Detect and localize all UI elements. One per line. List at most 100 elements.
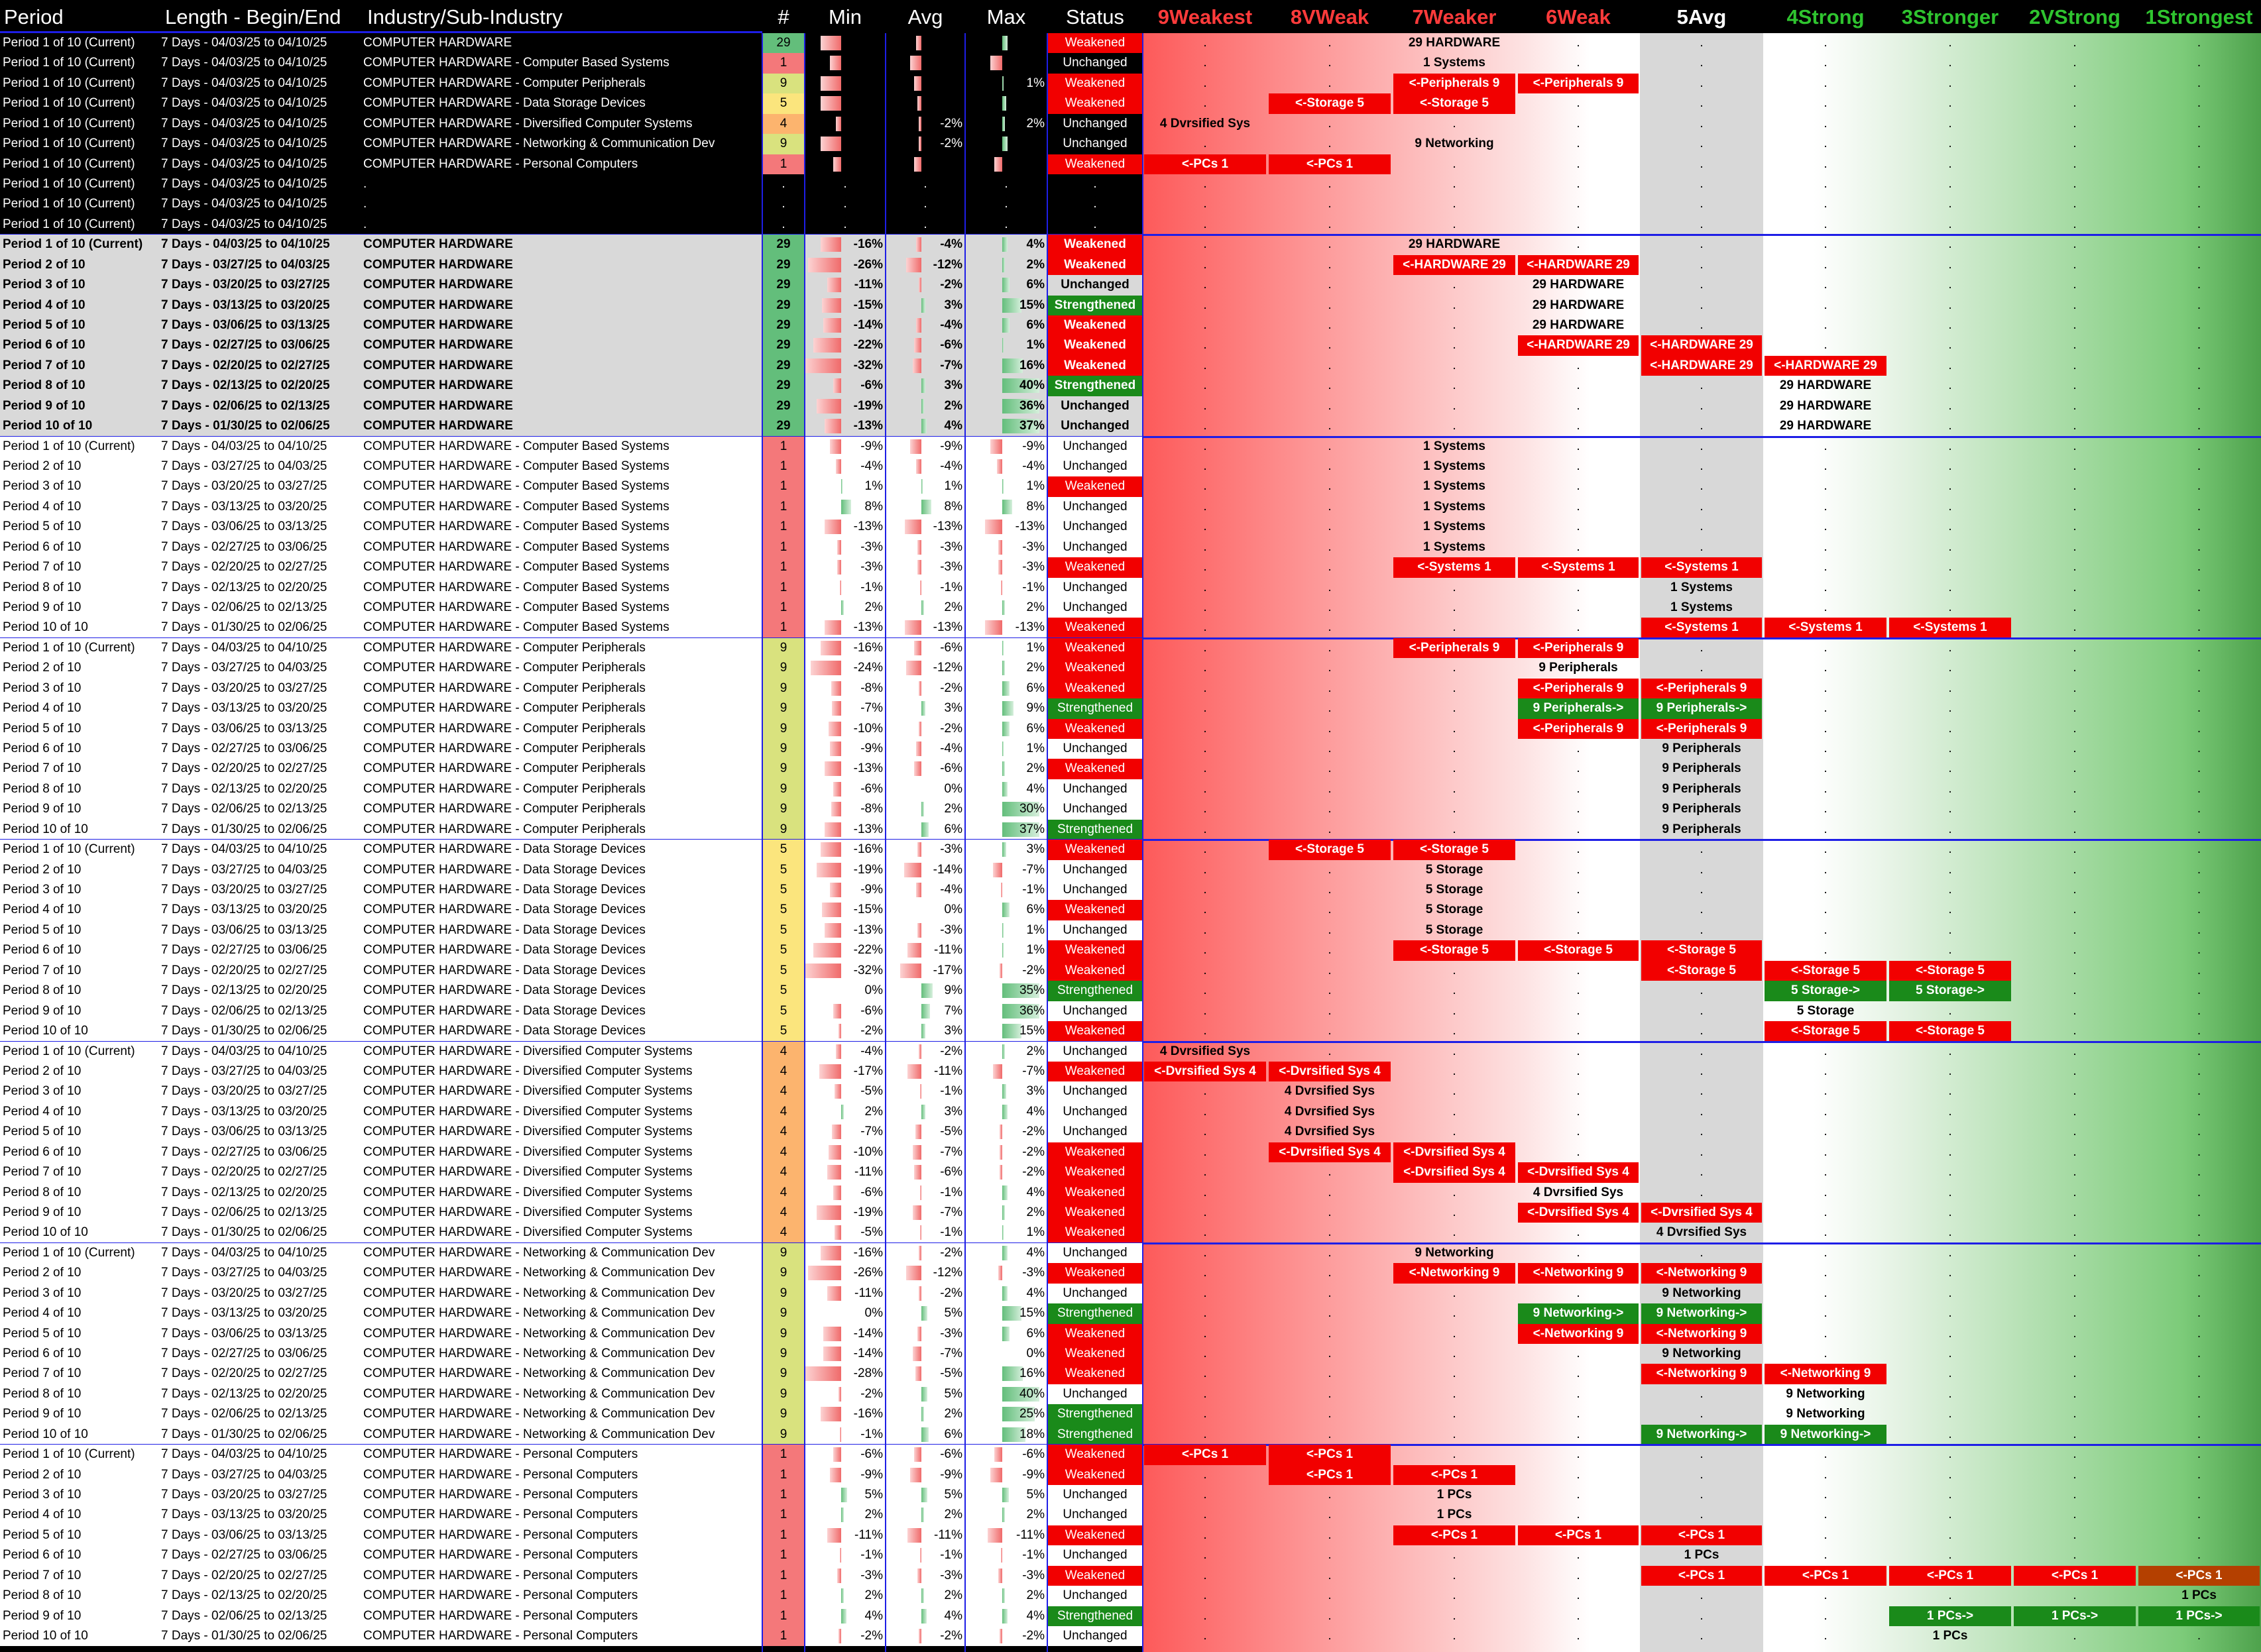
strength-cell-5avg[interactable]: <-Peripherals 9 — [1641, 678, 1762, 699]
max-value[interactable]: 4% — [1026, 1245, 1045, 1260]
max-value[interactable]: 2% — [1026, 1588, 1045, 1603]
strength-cell-7weaker[interactable]: <-Peripherals 9 — [1393, 637, 1515, 659]
min-value[interactable]: -9% — [860, 742, 883, 756]
industry-cell[interactable]: . — [363, 177, 367, 191]
count-cell[interactable]: 9 — [762, 759, 805, 779]
avg-value[interactable]: -17% — [933, 963, 962, 977]
industry-cell[interactable]: COMPUTER HARDWARE - Computer Based Syste… — [363, 439, 669, 453]
industry-cell[interactable]: COMPUTER HARDWARE - Diversified Computer… — [363, 1104, 693, 1119]
industry-cell[interactable]: COMPUTER HARDWARE - Diversified Computer… — [363, 116, 693, 131]
industry-cell[interactable]: COMPUTER HARDWARE - Networking & Communi… — [363, 1245, 715, 1260]
avg-value[interactable]: -1% — [940, 1084, 962, 1099]
period-cell[interactable]: Period 1 of 10 (Current) — [3, 217, 135, 231]
min-value[interactable]: -14% — [853, 1326, 883, 1341]
min-value[interactable]: -19% — [853, 1205, 883, 1219]
count-cell[interactable]: 1 — [762, 618, 805, 638]
min-value[interactable]: -9% — [860, 883, 883, 897]
length-cell[interactable]: 7 Days - 02/13/25 to 02/20/25 — [161, 781, 327, 796]
length-cell[interactable]: 7 Days - 02/06/25 to 02/13/25 — [161, 600, 327, 615]
max-value[interactable]: 16% — [1019, 358, 1045, 372]
count-cell[interactable]: 29 — [762, 396, 805, 417]
length-cell[interactable]: 7 Days - 02/06/25 to 02/13/25 — [161, 802, 327, 816]
avg-value[interactable]: -12% — [933, 1266, 962, 1280]
max-value[interactable]: -2% — [1022, 1165, 1045, 1180]
status-cell[interactable]: Strengthened — [1047, 698, 1143, 719]
avg-value[interactable]: -3% — [940, 560, 962, 575]
count-cell[interactable]: 1 — [762, 1545, 805, 1566]
max-value[interactable]: 37% — [1019, 822, 1045, 836]
max-value[interactable]: 16% — [1019, 1366, 1045, 1381]
strength-cell-7weaker[interactable]: 5 Storage — [1425, 903, 1483, 917]
industry-cell[interactable]: COMPUTER HARDWARE - Networking & Communi… — [363, 1286, 715, 1300]
header-5avg[interactable]: 5Avg — [1676, 5, 1727, 28]
strength-cell-4strong[interactable]: <-Networking 9 — [1765, 1364, 1886, 1384]
count-cell[interactable]: 9 — [762, 73, 805, 94]
count-cell[interactable]: 9 — [762, 799, 805, 820]
industry-cell[interactable]: COMPUTER HARDWARE - Computer Peripherals — [363, 742, 646, 756]
count-cell[interactable]: 4 — [762, 1142, 805, 1163]
length-cell[interactable]: 7 Days - 03/27/25 to 04/03/25 — [161, 1467, 327, 1482]
length-cell[interactable]: 7 Days - 03/27/25 to 04/03/25 — [161, 257, 330, 272]
strength-cell-6weak[interactable]: 9 Peripherals — [1538, 661, 1618, 675]
strength-cell-6weak[interactable]: <-HARDWARE 29 — [1518, 335, 1639, 356]
min-value[interactable]: -5% — [860, 1084, 883, 1099]
status-cell[interactable]: Unchanged — [1063, 1628, 1128, 1643]
min-value[interactable]: 0% — [864, 983, 883, 998]
status-cell[interactable]: Unchanged — [1063, 1104, 1128, 1119]
period-cell[interactable]: Period 7 of 10 — [3, 1165, 82, 1180]
min-value[interactable]: -32% — [853, 358, 883, 372]
status-cell[interactable]: Weakened — [1047, 678, 1143, 699]
max-value[interactable]: -7% — [1022, 862, 1045, 877]
strength-cell-6weak[interactable]: 29 HARDWARE — [1532, 318, 1625, 333]
min-value[interactable]: -2% — [860, 1628, 883, 1643]
industry-cell[interactable]: COMPUTER HARDWARE - Networking & Communi… — [363, 1266, 715, 1280]
strength-cell-8vweak[interactable]: 4 Dvrsified Sys — [1284, 1084, 1375, 1099]
period-cell[interactable]: Period 5 of 10 — [3, 1125, 82, 1139]
min-value[interactable]: -4% — [860, 459, 883, 474]
industry-cell[interactable]: COMPUTER HARDWARE - Computer Peripherals — [363, 822, 646, 836]
strength-cell-4strong[interactable]: 5 Storage — [1796, 1003, 1855, 1018]
status-cell[interactable]: Weakened — [1047, 940, 1143, 961]
status-cell[interactable]: Weakened — [1047, 1565, 1143, 1586]
avg-value[interactable]: 2% — [944, 398, 962, 413]
avg-value[interactable]: -9% — [940, 439, 962, 453]
industry-cell[interactable]: COMPUTER HARDWARE - Computer Based Syste… — [363, 600, 669, 615]
count-cell[interactable]: 9 — [762, 698, 805, 719]
industry-cell[interactable]: COMPUTER HARDWARE - Diversified Computer… — [363, 1185, 693, 1199]
max-value[interactable]: -2% — [1022, 963, 1045, 977]
min-value[interactable]: -28% — [853, 1366, 883, 1381]
status-cell[interactable]: Unchanged — [1063, 883, 1128, 897]
length-cell[interactable]: 7 Days - 03/13/25 to 03/20/25 — [161, 701, 327, 716]
max-value[interactable]: 3% — [1026, 1084, 1045, 1099]
strength-cell-7weaker[interactable]: 1 PCs — [1436, 1508, 1472, 1522]
avg-value[interactable]: -11% — [934, 1064, 962, 1078]
count-cell[interactable]: 1 — [762, 537, 805, 558]
min-value[interactable]: -11% — [854, 1527, 883, 1542]
min-value[interactable]: -19% — [853, 862, 883, 877]
count-cell[interactable]: 1 — [762, 457, 805, 477]
length-cell[interactable]: 7 Days - 03/13/25 to 03/20/25 — [161, 499, 327, 514]
count-cell[interactable]: 29 — [762, 416, 805, 437]
max-value[interactable]: 4% — [1026, 1185, 1045, 1199]
period-cell[interactable]: Period 1 of 10 (Current) — [3, 439, 135, 453]
min-value[interactable]: -6% — [860, 1447, 883, 1462]
length-cell[interactable]: 7 Days - 01/30/25 to 02/06/25 — [161, 419, 330, 433]
min-value[interactable]: -14% — [853, 1346, 883, 1360]
period-cell[interactable]: Period 6 of 10 — [3, 1144, 82, 1159]
period-cell[interactable]: Period 2 of 10 — [3, 257, 86, 272]
max-value[interactable]: 2% — [1026, 600, 1045, 615]
avg-value[interactable]: -3% — [940, 922, 962, 937]
header-3stronger[interactable]: 3Stronger — [1901, 5, 1999, 28]
status-cell[interactable]: Unchanged — [1063, 1588, 1128, 1603]
length-cell[interactable]: 7 Days - 02/13/25 to 02/20/25 — [161, 1386, 327, 1401]
max-value[interactable]: 1% — [1026, 338, 1045, 353]
avg-value[interactable]: -12% — [933, 257, 962, 272]
max-value[interactable]: 1% — [1026, 479, 1045, 494]
strength-cell-7weaker[interactable]: <-PCs 1 — [1393, 1464, 1515, 1485]
avg-value[interactable]: 2% — [944, 1407, 962, 1421]
industry-cell[interactable]: COMPUTER HARDWARE - Computer Peripherals — [363, 761, 646, 776]
strength-cell-5avg[interactable]: 9 Peripherals — [1662, 742, 1741, 756]
length-cell[interactable]: 7 Days - 04/03/25 to 04/10/25 — [161, 36, 327, 50]
min-value[interactable]: -6% — [860, 156, 883, 171]
strength-cell-6weak[interactable]: <-Storage 5 — [1518, 940, 1639, 961]
